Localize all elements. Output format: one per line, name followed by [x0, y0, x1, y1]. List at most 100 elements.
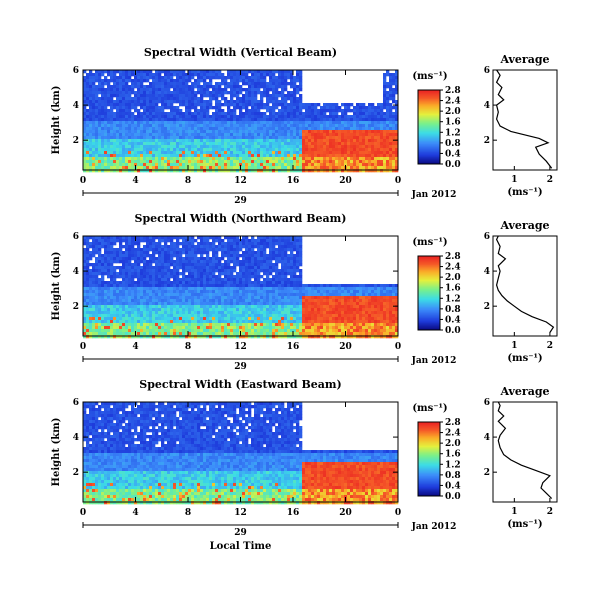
average-title: Average: [499, 53, 549, 66]
day-label: 29: [234, 196, 247, 206]
average-frame: [492, 235, 558, 337]
average-y-tick-label: 2: [484, 468, 490, 478]
y-tick-label: 2: [73, 302, 79, 312]
colorbar-tick-label: 0.8: [445, 305, 461, 315]
x-tick-label: 12: [234, 508, 247, 518]
x-tick-label: 12: [234, 342, 247, 352]
colorbar-tick-label: 2.4: [445, 97, 461, 107]
y-tick-label: 6: [73, 232, 79, 242]
x-tick-label: 16: [287, 176, 300, 186]
colorbar: [418, 90, 440, 165]
panel-title: Spectral Width (Eastward Beam): [139, 378, 341, 391]
panel-1: Spectral Width (Vertical Beam) 2 4 6 Height …: [51, 46, 558, 206]
colorbar-tick-label: 0.0: [445, 326, 461, 336]
y-tick-label: 4: [73, 267, 79, 277]
colorbar-tick-label: 2.4: [445, 429, 461, 439]
average-y-tick-label: 4: [484, 267, 490, 277]
average-x-tick-label: 2: [547, 175, 553, 185]
colorbar-frame: [417, 89, 441, 165]
colorbar-frame: [417, 255, 441, 331]
x-tick-label: 12: [234, 176, 247, 186]
date-label: Jan 2012: [411, 522, 457, 532]
colorbar-tick-label: 1.6: [445, 118, 461, 128]
heatmap: [83, 402, 399, 505]
colorbar-unit: (ms⁻¹): [412, 71, 447, 82]
date-label: Jan 2012: [411, 356, 457, 366]
x-tick-label: 16: [287, 342, 300, 352]
average-x-tick-label: 1: [511, 341, 517, 351]
panel-title: Spectral Width (Northward Beam): [135, 212, 347, 225]
average-x-tick-label: 2: [547, 507, 553, 517]
average-x-tick-label: 2: [547, 341, 553, 351]
x-tick-label: 0: [395, 176, 401, 186]
day-label: 29: [234, 362, 247, 372]
colorbar-tick-label: 2.0: [445, 273, 461, 283]
average-y-tick-label: 6: [484, 66, 490, 76]
y-tick-label: 2: [73, 468, 79, 478]
average-y-tick-label: 2: [484, 136, 490, 146]
average-y-tick-label: 2: [484, 302, 490, 312]
average-x-tick-label: 1: [511, 507, 517, 517]
x-tick-label: 20: [339, 176, 352, 186]
x-tick-label: 0: [80, 342, 86, 352]
colorbar-unit: (ms⁻¹): [412, 403, 447, 414]
colorbar-tick-label: 1.2: [445, 294, 461, 304]
x-axis-label: Local Time: [210, 541, 272, 552]
colorbar-frame: [417, 421, 441, 497]
colorbar-tick-label: 0.4: [445, 149, 461, 159]
average-frame: [492, 69, 558, 171]
colorbar-tick-label: 0.4: [445, 315, 461, 325]
y-axis-label: Height (km): [51, 418, 62, 487]
x-tick-label: 20: [339, 342, 352, 352]
y-tick-label: 4: [73, 433, 79, 443]
colorbar-tick-label: 1.6: [445, 284, 461, 294]
average-x-label: (ms⁻¹): [507, 187, 542, 198]
x-tick-label: 8: [185, 176, 191, 186]
average-title: Average: [499, 385, 549, 398]
heatmap: [83, 236, 399, 339]
average-x-label: (ms⁻¹): [507, 353, 542, 364]
panel-3: Spectral Width (Eastward Beam) 2 4 6 Height …: [51, 378, 558, 552]
heatmap: [83, 70, 399, 173]
day-label: 29: [234, 528, 247, 538]
colorbar-tick-label: 2.8: [445, 418, 461, 428]
average-y-tick-label: 4: [484, 433, 490, 443]
y-axis-label: Height (km): [51, 252, 62, 321]
colorbar-tick-label: 2.4: [445, 263, 461, 273]
x-tick-label: 4: [132, 342, 138, 352]
colorbar-tick-label: 1.2: [445, 460, 461, 470]
colorbar-tick-label: 2.0: [445, 107, 461, 117]
date-label: Jan 2012: [411, 190, 457, 200]
y-axis-label: Height (km): [51, 86, 62, 155]
colorbar-tick-label: 0.0: [445, 160, 461, 170]
average-y-tick-label: 4: [484, 101, 490, 111]
colorbar-tick-label: 0.8: [445, 139, 461, 149]
y-tick-label: 2: [73, 136, 79, 146]
average-profile-line: [495, 69, 553, 169]
average-x-tick-label: 1: [511, 175, 517, 185]
y-tick-label: 6: [73, 398, 79, 408]
colorbar-tick-label: 1.2: [445, 128, 461, 138]
y-tick-label: 4: [73, 101, 79, 111]
colorbar-unit: (ms⁻¹): [412, 237, 447, 248]
x-tick-label: 8: [185, 342, 191, 352]
x-tick-label: 20: [339, 508, 352, 518]
average-y-tick-label: 6: [484, 398, 490, 408]
average-profile-line: [495, 235, 555, 333]
colorbar: [418, 422, 440, 497]
colorbar-tick-label: 0.4: [445, 481, 461, 491]
average-x-label: (ms⁻¹): [507, 519, 542, 530]
colorbar-tick-label: 0.8: [445, 471, 461, 481]
x-tick-label: 16: [287, 508, 300, 518]
panel-2: Spectral Width (Northward Beam) 2 4 6 Height…: [51, 212, 558, 372]
colorbar-tick-label: 2.8: [445, 86, 461, 96]
x-tick-label: 0: [395, 508, 401, 518]
colorbar-tick-label: 0.0: [445, 492, 461, 502]
panel-title: Spectral Width (Vertical Beam): [144, 46, 337, 59]
x-tick-label: 0: [80, 176, 86, 186]
average-y-tick-label: 6: [484, 232, 490, 242]
x-tick-label: 0: [80, 508, 86, 518]
x-tick-label: 4: [132, 508, 138, 518]
average-title: Average: [499, 219, 549, 232]
